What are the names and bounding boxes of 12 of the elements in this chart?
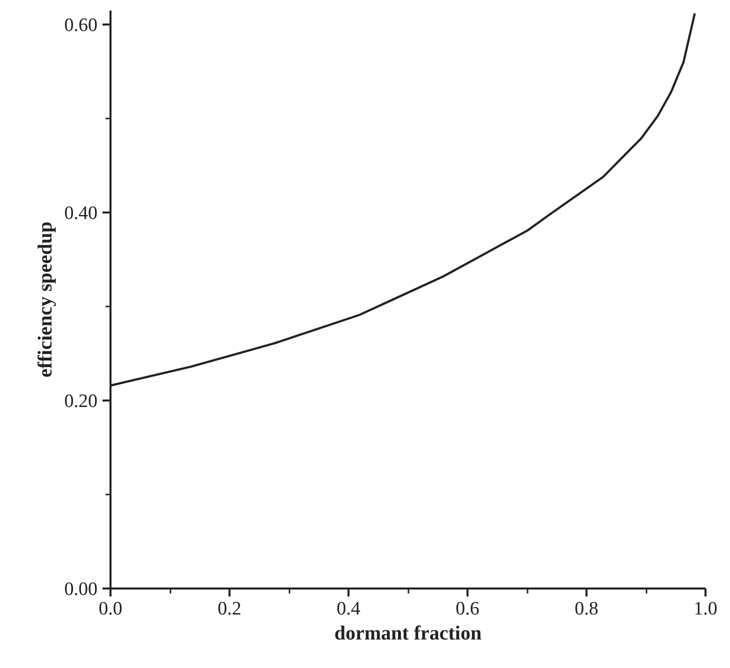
x-tick-label: 1.0	[694, 598, 718, 620]
y-axis-title: efficiency speedup	[34, 221, 56, 378]
x-tick-label: 0.4	[336, 598, 361, 620]
y-tick-label: 0.60	[64, 15, 98, 36]
x-tick-label: 0.6	[456, 598, 480, 620]
y-tick-label: 0.20	[64, 391, 98, 412]
x-tick-label: 0.8	[574, 598, 598, 620]
x-tick-label: 0.0	[98, 598, 122, 620]
y-tick-label: 0.40	[64, 203, 98, 224]
y-tick-label: 0.00	[64, 579, 98, 600]
x-tick-label: 0.2	[218, 598, 242, 620]
x-axis-title: dormant fraction	[334, 622, 482, 644]
